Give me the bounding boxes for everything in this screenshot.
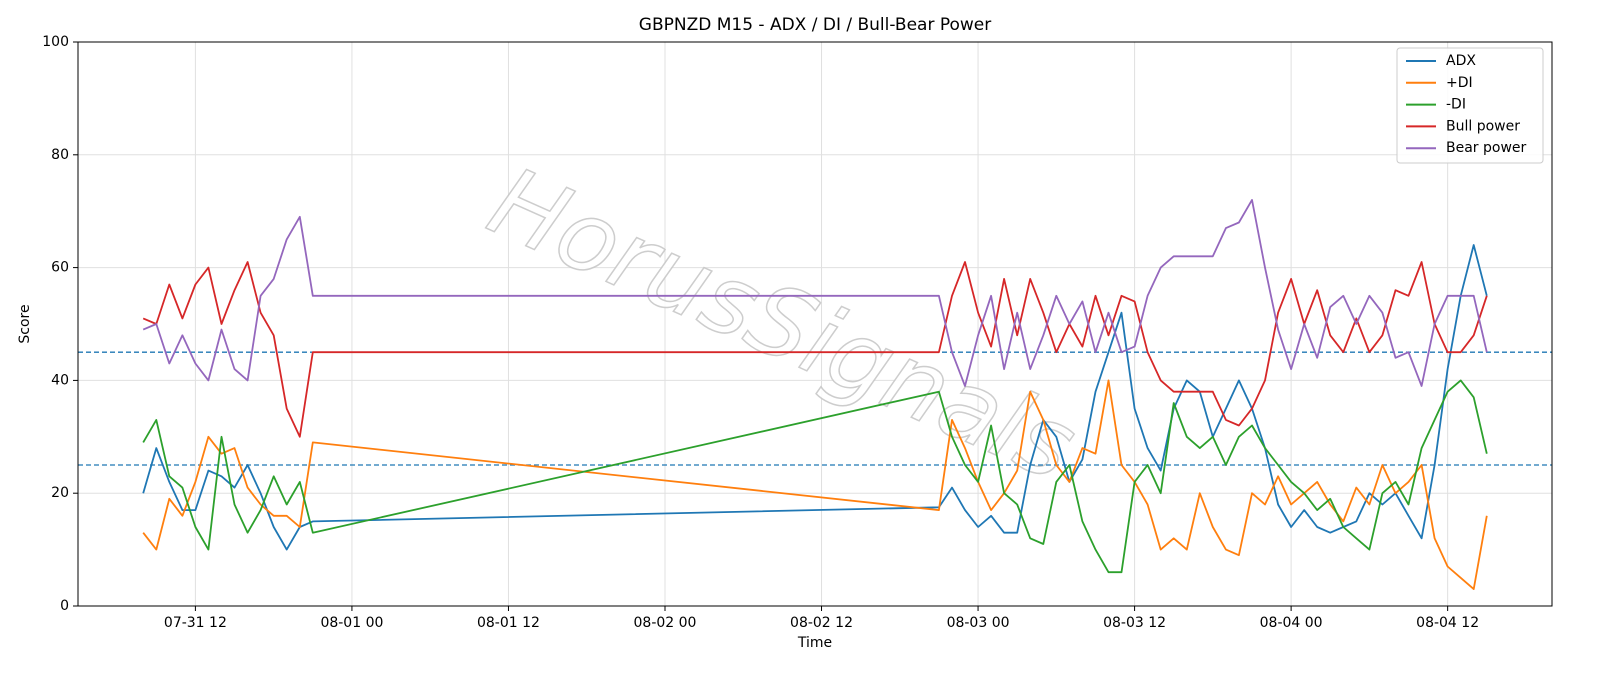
x-tick-label: 07-31 12: [164, 615, 227, 631]
x-axis-label: Time: [797, 635, 832, 651]
series-line: [142, 379, 1488, 590]
legend-label: -DI: [1446, 97, 1466, 113]
x-tick-label: 08-02 00: [634, 615, 697, 631]
legend-label: Bear power: [1446, 140, 1527, 156]
plot-frame: [77, 41, 1553, 607]
x-tick-label: 08-03 12: [1103, 615, 1166, 631]
legend-label: Bull power: [1446, 118, 1520, 134]
legend-box: [1396, 47, 1544, 164]
series-line: [142, 261, 1488, 438]
series-line: [142, 244, 1488, 551]
grid: [78, 41, 1552, 607]
legend-label: +DI: [1446, 75, 1473, 91]
legend: ADX +DI -DI Bull power Bear power: [1396, 47, 1544, 164]
x-tick-label: 08-04 12: [1416, 615, 1479, 631]
x-tick-label: 08-01 12: [477, 615, 540, 631]
series-line: [142, 199, 1488, 387]
y-tick-label: 100: [42, 34, 69, 50]
y-tick-label: 0: [60, 598, 69, 614]
lines: [78, 199, 1552, 590]
y-tick-label: 20: [51, 485, 69, 501]
series-line: [142, 379, 1488, 574]
y-tick-label: 40: [51, 372, 69, 388]
y-axis-label: Score: [17, 304, 33, 343]
legend-label: ADX: [1446, 53, 1476, 69]
chart-title: GBPNZD M15 - ADX / DI / Bull-Bear Power: [639, 15, 991, 35]
x-tick-label: 08-04 00: [1260, 615, 1323, 631]
y-tick-label: 60: [51, 260, 69, 276]
x-tick-label: 08-02 12: [790, 615, 853, 631]
x-tick-label: 08-03 00: [947, 615, 1010, 631]
y-tick-label: 80: [51, 147, 69, 163]
x-tick-label: 08-01 00: [320, 615, 383, 631]
